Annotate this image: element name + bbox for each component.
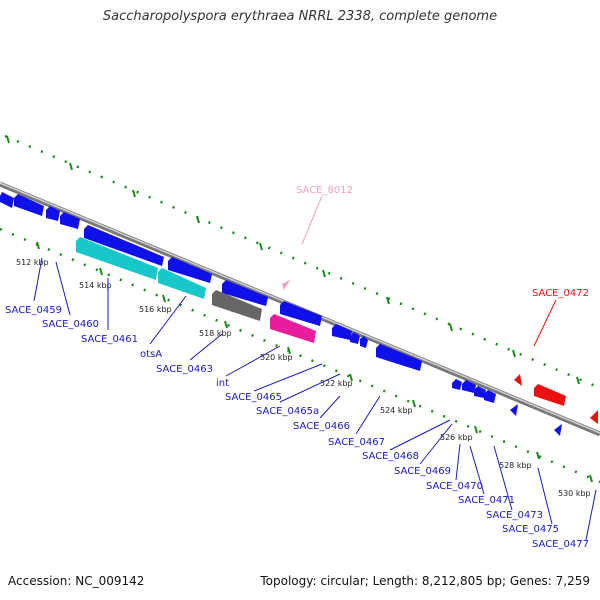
gene-label-sace-0465a: SACE_0465a <box>256 406 319 417</box>
label-sace-8012: SACE_8012 <box>296 185 353 196</box>
gene-label-sace-0463: SACE_0463 <box>156 364 213 375</box>
gene-label-sace-0461: SACE_0461 <box>81 334 138 345</box>
sace-8012-marker <box>282 280 290 290</box>
tick-label-512: 512 kbp <box>16 258 49 267</box>
inner-dotted-ring <box>0 227 600 484</box>
gene-label-int: int <box>216 378 229 389</box>
gene-arrow-cyan <box>158 268 206 299</box>
gene-arrow <box>462 380 476 393</box>
accession-text: Accession: NC_009142 <box>8 574 145 588</box>
gene-label-sace-0469: SACE_0469 <box>394 466 451 477</box>
gene-marker-small <box>554 424 562 436</box>
gene-label-sace-0470: SACE_0470 <box>426 481 483 492</box>
tick-label-518: 518 kbp <box>199 329 232 338</box>
leader-sace-0472 <box>533 299 557 347</box>
outer-ticks <box>6 135 580 385</box>
gene-leader-lines <box>33 257 597 541</box>
gene-label-sace-0466: SACE_0466 <box>293 421 350 432</box>
leader-sace-8012 <box>301 195 323 245</box>
gene-label-sace-0477: SACE_0477 <box>532 539 589 550</box>
tick-label-524: 524 kbp <box>380 406 413 415</box>
topology-text: Topology: circular; Length: 8,212,805 bp… <box>260 574 590 588</box>
gene-arrow <box>222 280 268 306</box>
gene-label-sace-0465: SACE_0465 <box>225 392 282 403</box>
reverse-gene <box>534 384 566 406</box>
gene-label-sace-0475: SACE_0475 <box>502 524 559 535</box>
gene-label-sace-0471: SACE_0471 <box>458 495 515 506</box>
gene-label-sace-0473: SACE_0473 <box>486 510 543 521</box>
gene-arrow <box>360 336 368 348</box>
gene-arrow <box>376 344 422 371</box>
gene-arrow <box>60 212 80 229</box>
gene-arrow <box>0 192 14 208</box>
reverse-gene-edge <box>590 410 598 424</box>
tick-label-528: 528 kbp <box>499 461 532 470</box>
genome-title: Saccharopolyspora erythraea NRRL 2338, c… <box>102 9 498 24</box>
gene-arrow <box>280 301 322 326</box>
gene-label-sace-0459: SACE_0459 <box>5 305 62 316</box>
gene-arrow <box>350 332 360 344</box>
gene-arrow <box>332 324 352 340</box>
gene-arrow <box>84 225 164 266</box>
gene-label-sace-0460: SACE_0460 <box>42 319 99 330</box>
gene-label-sace-0468: SACE_0468 <box>362 451 419 462</box>
gene-label-sace-0467: SACE_0467 <box>328 437 385 448</box>
gene-label-otsa: otsA <box>140 349 162 360</box>
inner-ticks <box>36 241 593 483</box>
tick-label-514: 514 kbp <box>79 281 112 290</box>
gene-arrow-gray <box>212 290 262 321</box>
tick-label-522: 522 kbp <box>320 379 353 388</box>
gene-arrow <box>452 379 462 390</box>
gene-arrow <box>14 194 44 216</box>
outer-dotted-ring <box>4 134 600 390</box>
tick-label-526: 526 kbp <box>440 433 473 442</box>
label-sace-0472: SACE_0472 <box>532 288 589 299</box>
gene-arrow <box>484 390 496 403</box>
gene-arrow-cyan <box>76 237 158 280</box>
tick-label-520: 520 kbp <box>260 353 293 362</box>
gene-arrow <box>46 206 60 221</box>
tick-label-516: 516 kbp <box>139 305 172 314</box>
gene-marker-small <box>510 404 518 416</box>
gene-arrow <box>168 257 212 283</box>
gene-arrow <box>474 386 486 398</box>
tick-label-530: 530 kbp <box>558 489 591 498</box>
gene-arrow-magenta <box>270 314 316 343</box>
reverse-gene-small <box>514 374 522 386</box>
